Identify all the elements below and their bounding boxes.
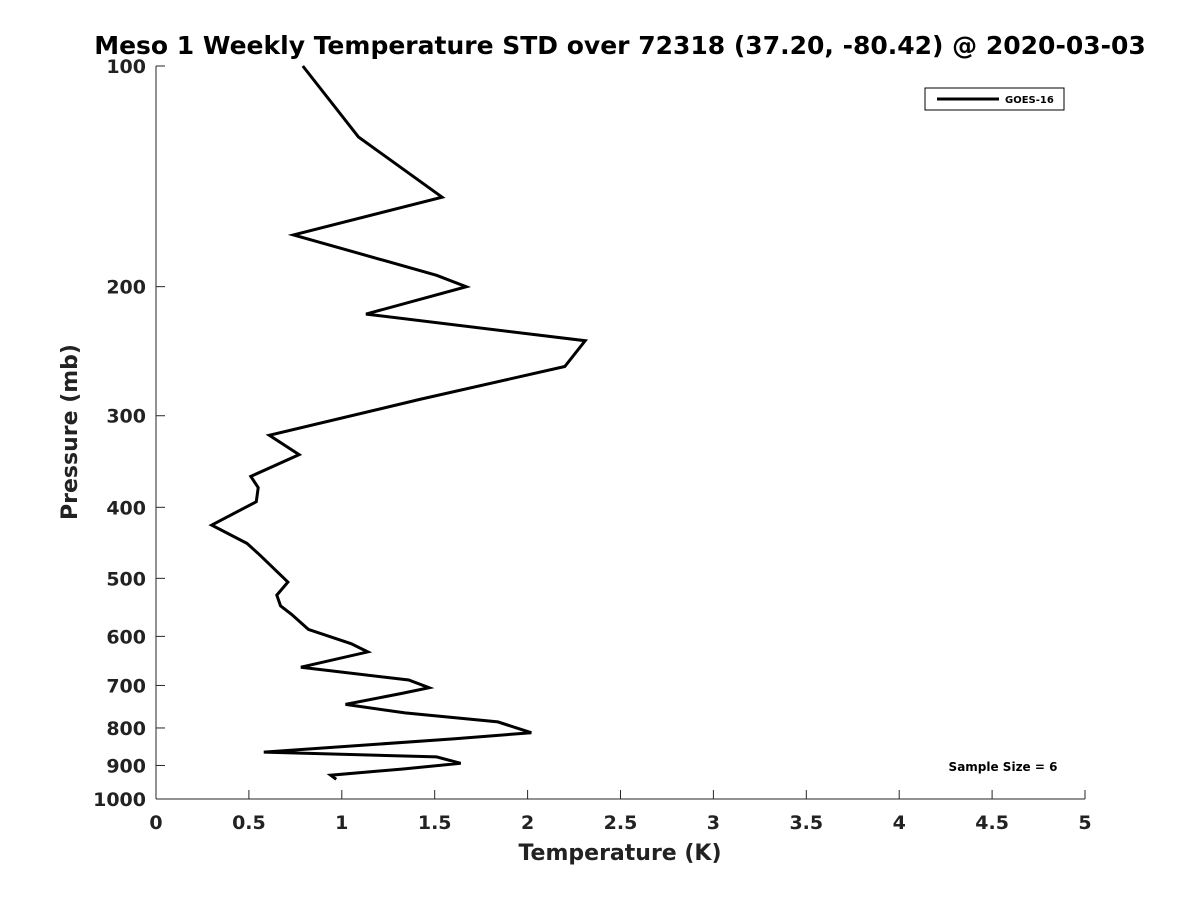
x-tick-label: 4 [893, 812, 906, 834]
series-line-goes-16 [208, 65, 589, 781]
x-tick-label: 0.5 [232, 812, 266, 834]
y-tick-label: 800 [106, 718, 146, 740]
y-tick-label: 400 [106, 497, 146, 519]
plot-area: 0 0.5 1 1.5 2 2.5 3 3.5 4 4.5 5 100 200 300 400 500 600 7… [93, 56, 1092, 834]
y-tick-label: 300 [106, 406, 146, 428]
x-tick-label: 2.5 [604, 812, 638, 834]
y-axis-label: Pressure (mb) [58, 344, 83, 520]
y-tick-label: 600 [106, 626, 146, 648]
x-tick-label: 1.5 [418, 812, 452, 834]
y-tick-label: 900 [106, 755, 146, 777]
x-tick-label: 1 [335, 812, 348, 834]
y-tick-label: 700 [106, 675, 146, 697]
x-axis-label: Temperature (K) [518, 841, 721, 866]
y-tick-label: 100 [106, 56, 146, 78]
y-tick-label: 200 [106, 277, 146, 299]
y-tick-label: 1000 [93, 789, 146, 811]
y-tick-label: 500 [106, 568, 146, 590]
x-tick-label: 5 [1078, 812, 1091, 834]
x-tick-label: 3 [707, 812, 720, 834]
x-tick-label: 0 [149, 812, 162, 834]
x-tick-label: 2 [521, 812, 534, 834]
x-tick-label: 4.5 [975, 812, 1009, 834]
legend-label-goes-16: GOES-16 [1005, 95, 1054, 106]
x-tick-label: 3.5 [789, 812, 823, 834]
chart-title: Meso 1 Weekly Temperature STD over 72318… [94, 31, 1146, 60]
sample-size-annotation: Sample Size = 6 [949, 760, 1058, 774]
legend: GOES-16 [924, 87, 1065, 111]
